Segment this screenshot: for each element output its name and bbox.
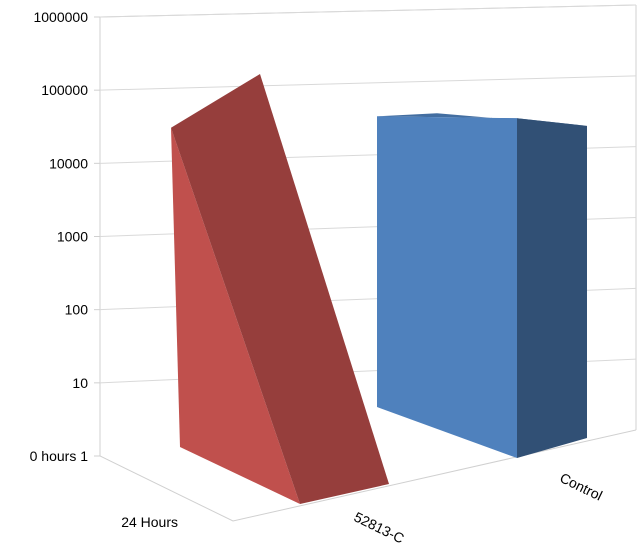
area-face-top [377, 113, 587, 126]
y-tick-label: 1000000 [33, 9, 88, 25]
category-label: 24 Hours [121, 514, 178, 530]
series-control [377, 113, 587, 458]
y-axis-ticks: 0 hours 1 10 100 1000 10000 100000 1000000 [30, 9, 89, 464]
gridline [99, 4, 637, 18]
y-tick-label: 10 [72, 375, 88, 391]
y-tick-label: 100 [65, 302, 89, 318]
series-label: 52813-C [352, 509, 407, 547]
area-face-front [377, 116, 517, 458]
series-layer [171, 74, 587, 504]
y-tick-label: 0 hours 1 [30, 448, 89, 464]
gridline [99, 75, 637, 91]
y-tick-label: 10000 [49, 155, 88, 171]
area-face-front [171, 74, 389, 504]
area-face-side [517, 118, 587, 458]
series-52813-c [171, 74, 389, 504]
y-tick-label: 1000 [57, 229, 88, 245]
y-tick-label: 100000 [41, 82, 88, 98]
series-label: Control [557, 469, 605, 503]
